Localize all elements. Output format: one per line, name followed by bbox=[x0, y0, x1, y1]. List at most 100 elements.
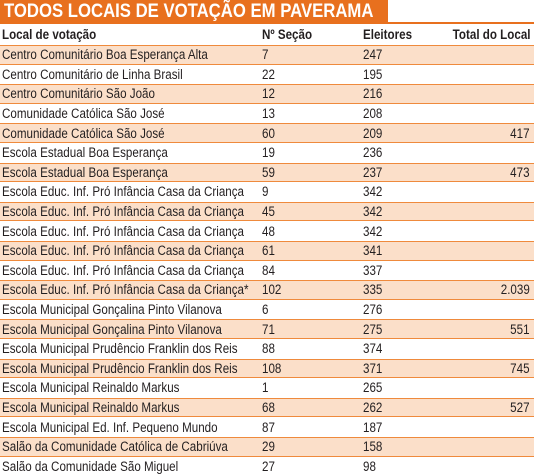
cell: 417 bbox=[430, 124, 530, 142]
cell: Nº Seção bbox=[262, 25, 342, 45]
table-row: Escola Municipal Reinaldo Markus 1 265 bbox=[0, 378, 534, 398]
cell-text: 19 bbox=[262, 145, 275, 161]
table-row: Escola Municipal Prudêncio Franklin dos … bbox=[0, 358, 534, 379]
cell-text: 337 bbox=[363, 262, 383, 278]
cell-text: 29 bbox=[262, 439, 275, 455]
cell-text: 208 bbox=[363, 106, 383, 122]
cell: Escola Estadual Boa Esperança bbox=[2, 143, 257, 163]
cell-text: 216 bbox=[363, 86, 383, 102]
cell: Escola Municipal Prudêncio Franklin dos … bbox=[2, 360, 257, 378]
cell-text: 342 bbox=[363, 204, 383, 220]
cell: 374 bbox=[363, 339, 443, 359]
cell: Comunidade Católica São José bbox=[2, 104, 257, 124]
cell: 158 bbox=[363, 438, 443, 456]
cell-text: 84 bbox=[262, 262, 275, 278]
cell-text: 417 bbox=[510, 125, 530, 141]
cell-text: 108 bbox=[262, 360, 282, 376]
cell-text: Escola Municipal Reinaldo Markus bbox=[2, 380, 180, 396]
cell: 262 bbox=[363, 399, 443, 417]
cell: 341 bbox=[363, 242, 443, 260]
cell: 342 bbox=[363, 203, 443, 221]
title-rule bbox=[0, 22, 534, 24]
cell: Escola Municipal Ed. Inf. Pequeno Mundo bbox=[2, 417, 257, 437]
cell: 216 bbox=[363, 85, 443, 103]
table-row: Escola Educ. Inf. Pró Infância Casa da C… bbox=[0, 241, 534, 261]
cell-text: Escola Municipal Prudêncio Franklin dos … bbox=[2, 360, 238, 376]
cell-text: Escola Municipal Gonçalina Pinto Vilanov… bbox=[2, 302, 222, 318]
title-bar: TODOS LOCAIS DE VOTAÇÃO EM PAVERAMA bbox=[0, 0, 388, 22]
cell-text: 9 bbox=[262, 184, 269, 200]
cell: Escola Educ. Inf. Pró Infância Casa da C… bbox=[2, 261, 257, 281]
table-row: Centro Comunitário Boa Esperança Alta 7 24… bbox=[0, 45, 534, 65]
cell: 527 bbox=[430, 399, 530, 417]
table-row: Escola Educ. Inf. Pró Infância Casa da C… bbox=[0, 182, 534, 202]
cell: 102 bbox=[262, 281, 342, 299]
cell-text: 158 bbox=[363, 439, 383, 455]
table-row: Escola Municipal Gonçalina Pinto Vilanov… bbox=[0, 300, 534, 320]
cell: Salão da Comunidade São Miguel bbox=[2, 457, 257, 476]
cell: 19 bbox=[262, 143, 342, 163]
cell-text: 61 bbox=[262, 243, 275, 259]
cell-text: 275 bbox=[363, 321, 383, 337]
cell: 45 bbox=[262, 203, 342, 221]
cell: Escola Municipal Gonçalina Pinto Vilanov… bbox=[2, 300, 257, 320]
cell-text: Centro Comunitário São João bbox=[2, 86, 155, 102]
cell: Escola Municipal Reinaldo Markus bbox=[2, 378, 257, 398]
cell: Salão da Comunidade Católica de Cabriúva bbox=[2, 438, 257, 456]
cell-text: Escola Educ. Inf. Pró Infância Casa da C… bbox=[2, 223, 245, 239]
cell-text: 6 bbox=[262, 302, 269, 318]
cell-text: 48 bbox=[262, 223, 275, 239]
cell-text: 7 bbox=[262, 47, 269, 63]
cell-text: 71 bbox=[262, 321, 275, 337]
cell-text: Comunidade Católica São José bbox=[2, 125, 165, 141]
table-row: Escola Municipal Ed. Inf. Pequeno Mundo 8… bbox=[0, 417, 534, 437]
cell-text: 45 bbox=[262, 204, 275, 220]
cell-text: 341 bbox=[363, 243, 383, 259]
cell: 7 bbox=[262, 46, 342, 64]
cell: 335 bbox=[363, 281, 443, 299]
cell: 68 bbox=[262, 399, 342, 417]
cell: 13 bbox=[262, 104, 342, 124]
cell-text: 237 bbox=[363, 164, 383, 180]
cell-text: 195 bbox=[363, 66, 383, 82]
cell-text: Comunidade Católica São José bbox=[2, 106, 165, 122]
cell: 208 bbox=[363, 104, 443, 124]
cell: 98 bbox=[363, 457, 443, 476]
cell: Centro Comunitário de Linha Brasil bbox=[2, 65, 257, 85]
cell: Total do Local bbox=[430, 25, 530, 45]
cell-text: Escola Municipal Prudêncio Franklin dos … bbox=[2, 341, 238, 357]
cell: 473 bbox=[430, 164, 530, 182]
cell-text: 745 bbox=[510, 360, 530, 376]
cell-text: 551 bbox=[510, 321, 530, 337]
table-row: Escola Municipal Gonçalina Pinto Vilanov… bbox=[0, 319, 534, 339]
cell-text: 22 bbox=[262, 66, 275, 82]
cell: 551 bbox=[430, 320, 530, 338]
cell-text: 276 bbox=[363, 302, 383, 318]
table-row: Escola Educ. Inf. Pró Infância Casa da C… bbox=[0, 201, 534, 222]
title: TODOS LOCAIS DE VOTAÇÃO EM PAVERAMA bbox=[4, 1, 374, 22]
cell: 337 bbox=[363, 261, 443, 281]
cell-text: 187 bbox=[363, 419, 383, 435]
cell-text: 335 bbox=[363, 282, 383, 298]
cell: 60 bbox=[262, 124, 342, 142]
cell: Centro Comunitário Boa Esperança Alta bbox=[2, 46, 257, 64]
table-row: Escola Municipal Reinaldo Markus 68 262 527 bbox=[0, 397, 534, 418]
cell: Escola Educ. Inf. Pró Infância Casa da C… bbox=[2, 203, 257, 221]
cell-text: Centro Comunitário de Linha Brasil bbox=[2, 66, 183, 82]
cell: 87 bbox=[262, 417, 342, 437]
cell-text: 88 bbox=[262, 341, 275, 357]
cell: 371 bbox=[363, 360, 443, 378]
cell-text: 371 bbox=[363, 360, 383, 376]
cell: 84 bbox=[262, 261, 342, 281]
cell-text: Escola Educ. Inf. Pró Infância Casa da C… bbox=[2, 243, 245, 259]
cell-text: Escola Municipal Reinaldo Markus bbox=[2, 400, 180, 416]
cell-text: 13 bbox=[262, 106, 275, 122]
cell: 9 bbox=[262, 182, 342, 202]
table-row: Comunidade Católica São José 13 208 bbox=[0, 104, 534, 124]
cell-text: 342 bbox=[363, 184, 383, 200]
cell: Escola Municipal Reinaldo Markus bbox=[2, 399, 257, 417]
cell: 6 bbox=[262, 300, 342, 320]
cell-text: Local de votação bbox=[2, 27, 97, 43]
cell-text: 374 bbox=[363, 341, 383, 357]
cell: Escola Educ. Inf. Pró Infância Casa da C… bbox=[2, 221, 257, 241]
